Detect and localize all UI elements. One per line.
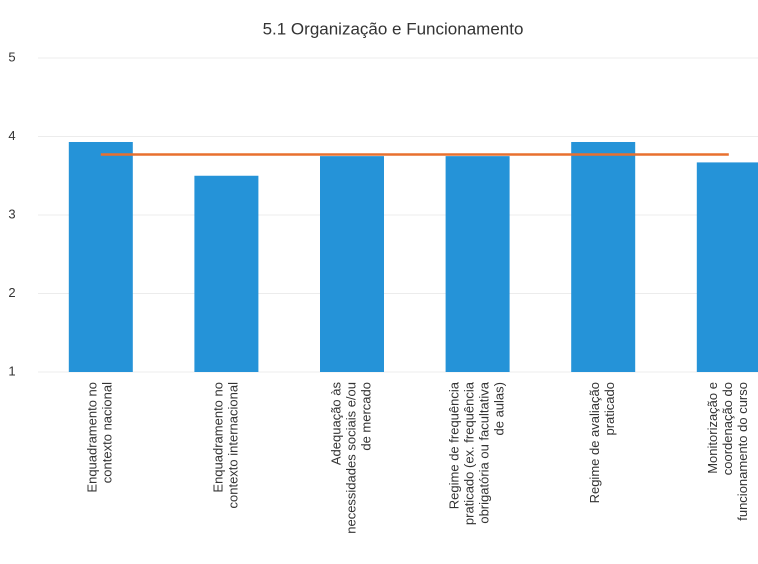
x-tick-label: Enquadramento no: [210, 382, 225, 493]
bar: [696, 162, 758, 372]
x-tick-label: Monitorização e: [705, 382, 720, 474]
x-tick-label: praticado: [602, 382, 617, 435]
y-tick-label: 3: [8, 206, 15, 221]
bar: [194, 175, 259, 372]
x-tick-label: de aulas): [492, 382, 507, 435]
x-tick-label: coordenação do: [720, 382, 735, 475]
bar: [320, 156, 384, 372]
bar: [571, 141, 636, 372]
x-tick-label: obrigatória ou facultativa: [477, 381, 492, 523]
y-tick-label: 5: [8, 49, 15, 64]
x-tick-label: contexto internacional: [225, 382, 240, 509]
x-tick-label: praticado (ex. frequência: [462, 381, 477, 525]
y-tick-label: 4: [8, 128, 15, 143]
y-tick-label: 1: [8, 363, 15, 378]
bar: [445, 156, 510, 372]
x-tick-label: Adequação às: [328, 382, 343, 466]
x-tick-label: Regime de frequência: [447, 381, 462, 509]
y-tick-label: 2: [8, 285, 15, 300]
x-tick-label: Regime de avaliação: [587, 382, 602, 503]
bar: [68, 141, 133, 372]
x-tick-label: de mercado: [358, 382, 373, 451]
x-tick-label: Enquadramento no: [85, 382, 100, 493]
x-tick-label: funcionamento do curso: [735, 382, 750, 521]
x-tick-label: contexto nacional: [100, 382, 115, 483]
chart-title: 5.1 Organização e Funcionamento: [263, 19, 524, 38]
x-tick-label: necessidades sociais e/ou: [343, 382, 358, 534]
